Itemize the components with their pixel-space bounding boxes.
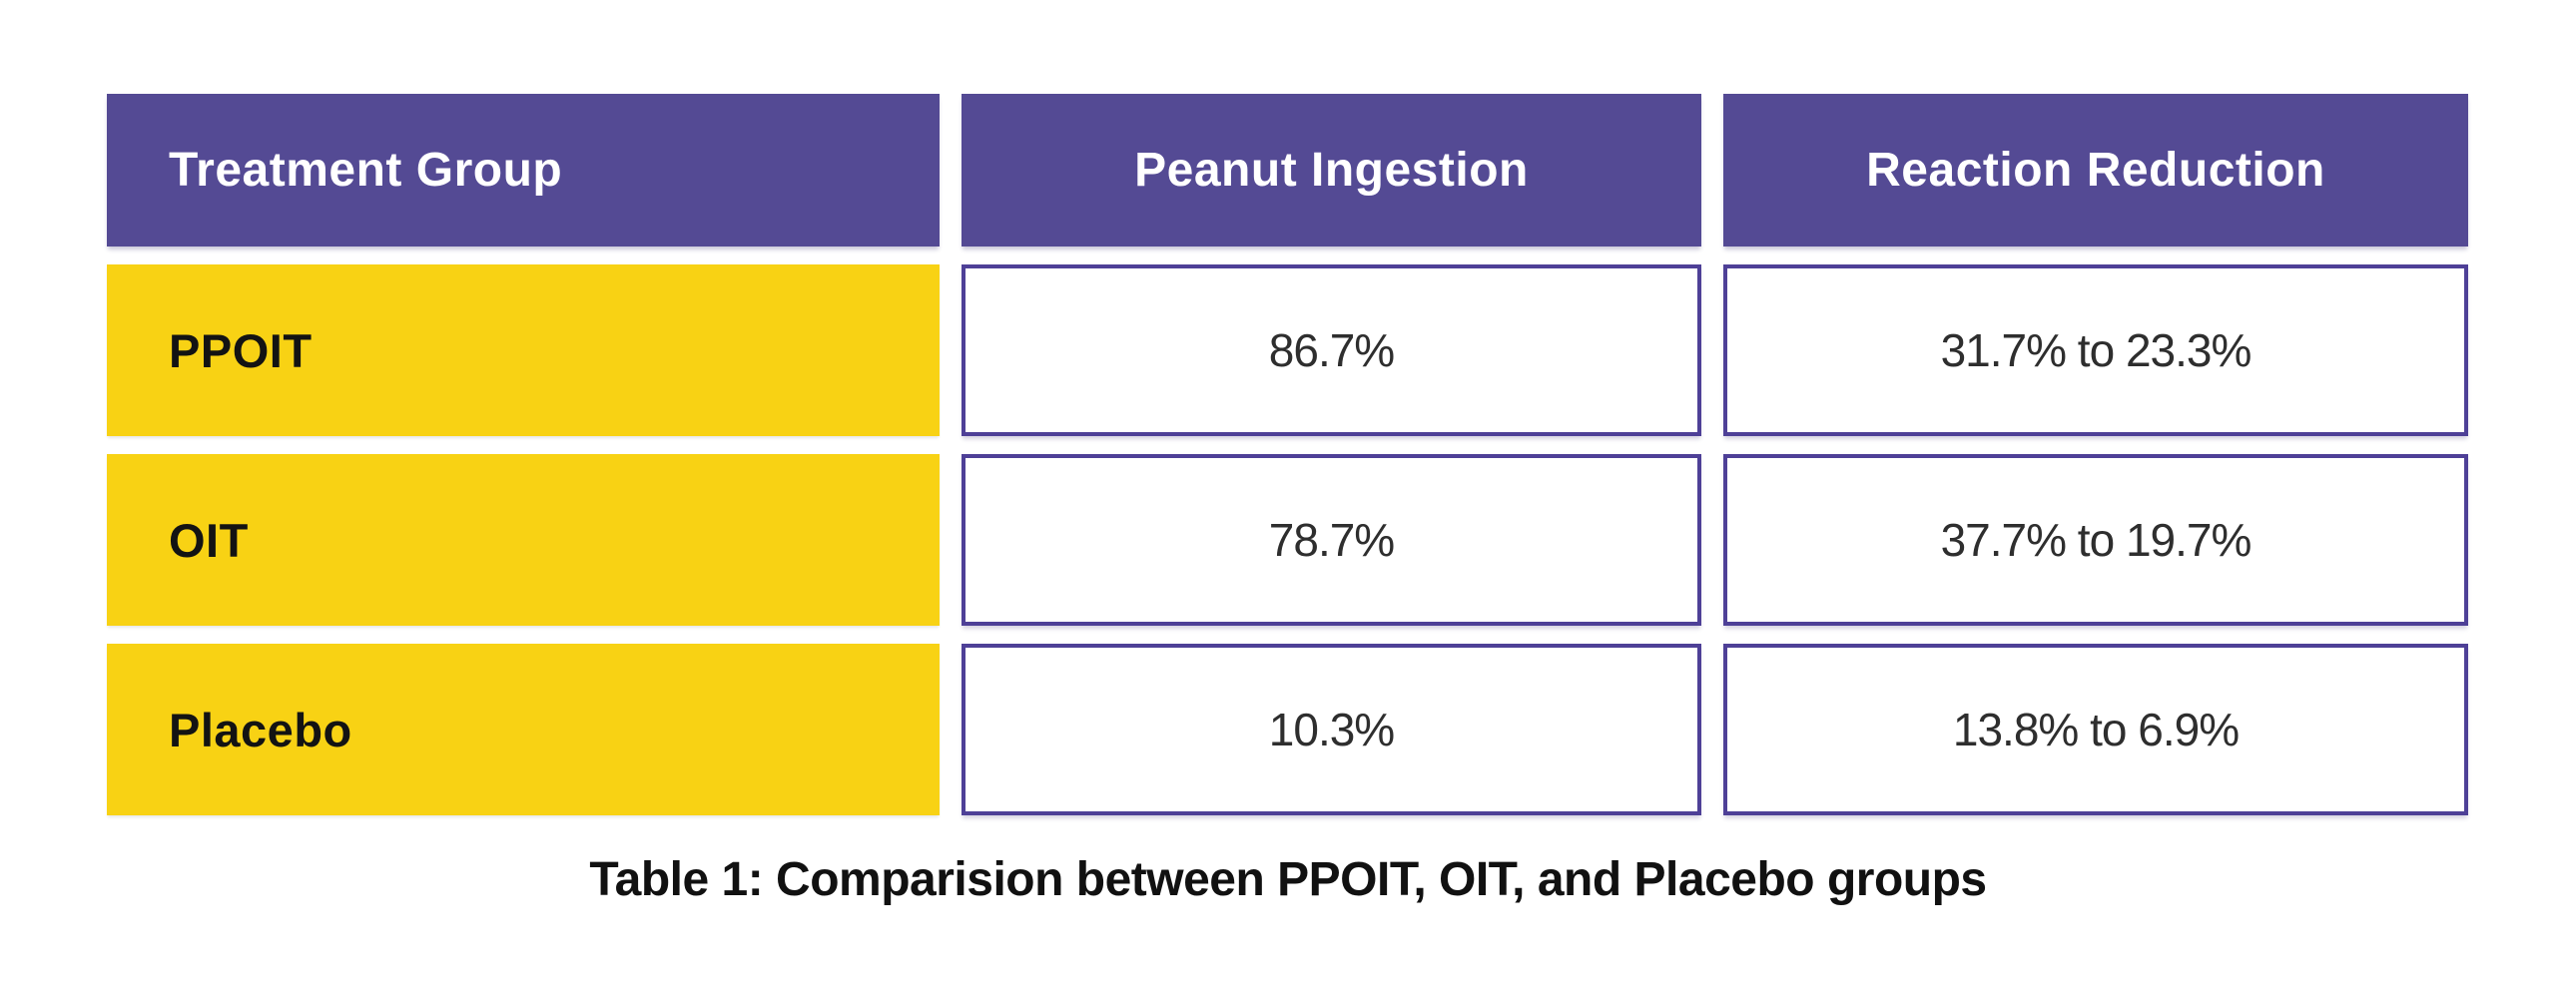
comparison-table: Treatment Group Peanut Ingestion Reactio… (107, 94, 2468, 815)
value-placebo-reaction-reduction: 13.8% to 6.9% (1723, 644, 2468, 815)
row-label-oit: OIT (107, 454, 940, 626)
value-oit-reaction-reduction: 37.7% to 19.7% (1723, 454, 2468, 626)
value-ppoit-peanut-ingestion: 86.7% (962, 264, 1701, 436)
row-label-ppoit: PPOIT (107, 264, 940, 436)
value-ppoit-reaction-reduction: 31.7% to 23.3% (1723, 264, 2468, 436)
table-caption: Table 1: Comparision between PPOIT, OIT,… (589, 853, 1987, 906)
value-oit-peanut-ingestion: 78.7% (962, 454, 1701, 626)
header-reaction-reduction: Reaction Reduction (1723, 94, 2468, 247)
row-label-placebo: Placebo (107, 644, 940, 815)
header-treatment-group: Treatment Group (107, 94, 940, 247)
value-placebo-peanut-ingestion: 10.3% (962, 644, 1701, 815)
header-peanut-ingestion: Peanut Ingestion (962, 94, 1701, 247)
